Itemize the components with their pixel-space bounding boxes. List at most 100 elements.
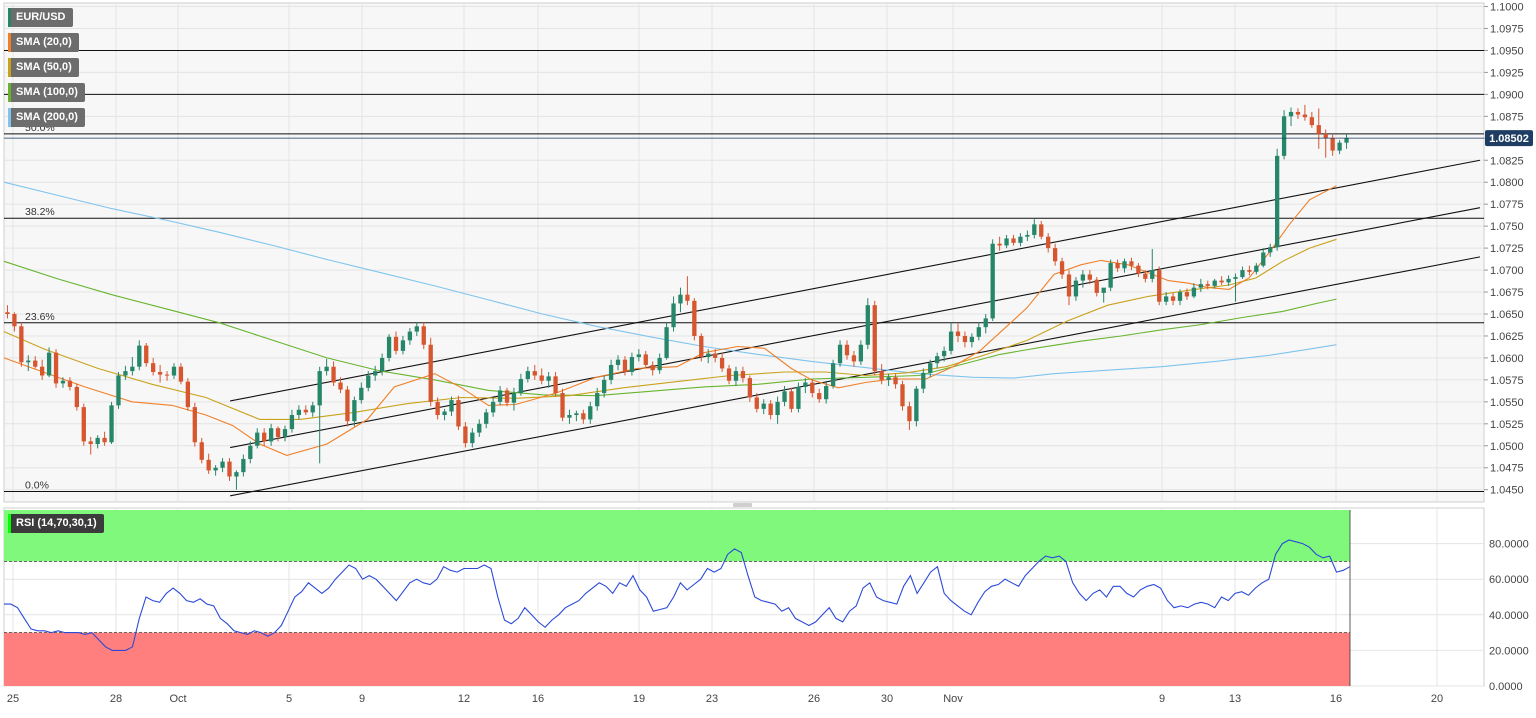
candle-body [1288,111,1294,117]
candle-body [324,366,329,372]
candle-body [442,411,447,416]
candle [1226,275,1231,286]
candle-body [1046,236,1051,249]
candle [296,405,302,420]
candle [123,365,128,380]
candle [657,353,662,374]
candle-body [26,360,31,363]
candle [886,373,891,387]
candle-body [1025,234,1030,237]
candle-body [789,391,794,409]
symbol-swatch [8,8,11,27]
candle-body [941,350,947,357]
candle [851,350,857,367]
candle [879,364,884,385]
candle-body [185,381,191,408]
candle [1240,266,1245,279]
candle-body [928,363,933,373]
sma20-legend[interactable]: SMA (20,0) [8,33,79,52]
candle [164,371,170,381]
candle-body [109,405,114,443]
candle-body [546,376,551,381]
candle-body [227,461,232,477]
candle-body [74,386,80,408]
candle [858,340,864,365]
candle-body [220,461,225,468]
candle [81,403,86,446]
candle-body [1191,287,1197,297]
candle-body [171,366,177,376]
candle-body [449,400,454,412]
sma20-label: SMA (20,0) [16,36,72,48]
price-tick-label: 1.0650 [1490,309,1524,321]
candle-body [525,371,530,380]
price-tick-label: 1.0750 [1490,221,1524,233]
candle [948,322,954,355]
price-tick-label: 1.0900 [1490,89,1524,101]
rsi-legend[interactable]: RSI (14,70,30,1) [8,514,104,533]
candle-body [400,340,406,351]
candle-body [151,363,156,372]
candle-body [317,371,322,406]
candle [692,298,697,341]
candle-body [824,386,829,400]
symbol-legend[interactable]: EUR/USD [8,8,73,27]
candle [1295,108,1301,119]
candle [1052,243,1058,266]
candle [102,431,107,446]
candle-body [588,406,593,420]
price-panel-bg [3,2,1485,503]
price-tick-label: 1.0925 [1490,67,1524,79]
candle-body [40,366,45,376]
date-tick-label: 20 [1431,693,1443,705]
candle-body [504,390,510,403]
sma100-legend[interactable]: SMA (100,0) [8,83,85,102]
candle [456,395,461,430]
candle [463,422,468,448]
channel-line [230,256,1481,497]
candle [699,333,704,362]
candle [900,380,905,411]
candle [1080,270,1086,288]
candle [484,408,489,429]
candle [490,397,496,417]
candle-body [1233,277,1238,279]
candle-body [615,359,621,365]
candle-body [477,423,482,433]
candle-body [192,407,197,443]
candle [608,359,614,385]
candle-body [872,305,877,372]
rsi-swatch [8,514,11,533]
panel-resize-handle [733,503,752,507]
candle [1136,263,1141,278]
candle [928,359,933,378]
candle-body [1184,292,1190,297]
candle [255,428,260,449]
candle-body [1295,111,1301,115]
candle-body [921,372,926,389]
candle [969,333,975,348]
candle-body [1302,114,1308,118]
candle [761,399,766,415]
candle [1323,129,1328,158]
candle-body [1281,116,1287,156]
candle-body [393,336,399,351]
candle [414,321,419,336]
candle-body [53,352,59,384]
candle [1018,233,1023,247]
sma50-legend[interactable]: SMA (50,0) [8,58,79,77]
candle [1219,276,1224,286]
candle-body [1129,261,1134,266]
candle-body [1011,238,1016,243]
price-tick-label: 1.0875 [1490,111,1524,123]
candle [393,331,399,355]
sma200-legend[interactable]: SMA (200,0) [8,108,85,127]
candle [373,365,378,381]
candle-body [248,445,253,459]
candle [782,386,787,407]
candle [1108,259,1113,292]
date-tick-label: 28 [110,693,122,705]
candle-body [1226,278,1231,283]
